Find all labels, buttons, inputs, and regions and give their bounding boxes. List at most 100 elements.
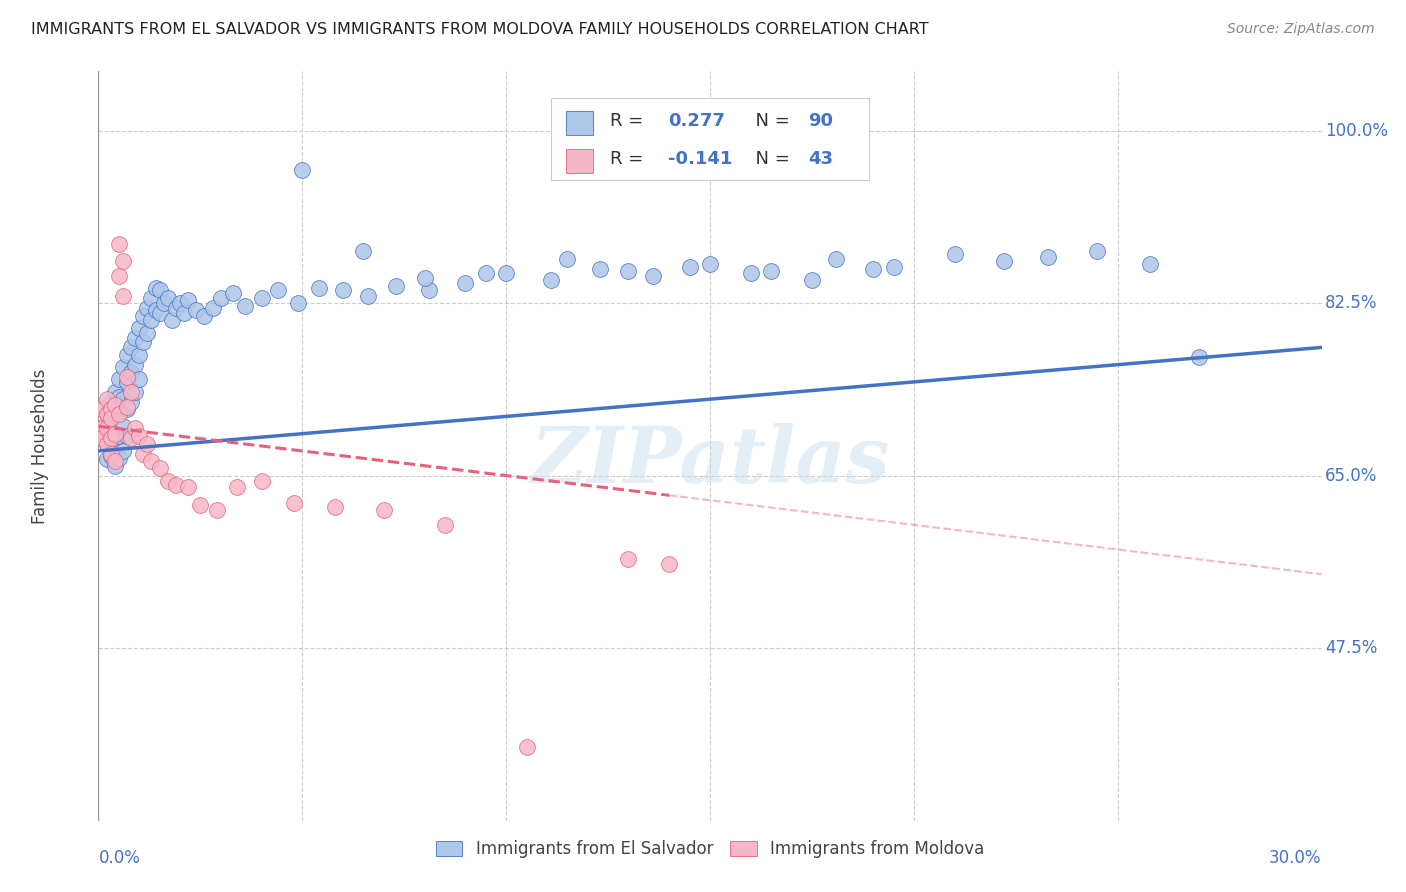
Point — [177, 480, 200, 494]
Point — [308, 281, 330, 295]
Point — [128, 320, 150, 334]
Point — [283, 496, 305, 510]
Point — [104, 400, 127, 414]
Point — [108, 390, 131, 404]
Point — [679, 260, 702, 274]
Point — [434, 517, 457, 532]
Point — [141, 291, 163, 305]
Point — [104, 384, 127, 399]
Point — [169, 296, 191, 310]
Point — [96, 408, 118, 422]
Text: 90: 90 — [808, 112, 832, 129]
Point — [373, 503, 395, 517]
Point — [413, 271, 436, 285]
Point — [100, 449, 122, 463]
Point — [993, 253, 1015, 268]
Point — [617, 263, 640, 277]
Point — [141, 313, 163, 327]
Point — [186, 302, 208, 317]
Point — [152, 296, 174, 310]
Text: -0.141: -0.141 — [668, 151, 733, 169]
Point — [1085, 244, 1108, 258]
Point — [418, 283, 440, 297]
Point — [120, 365, 142, 379]
Text: N =: N = — [744, 112, 796, 129]
Point — [108, 404, 131, 418]
Point — [111, 392, 134, 406]
Point — [801, 273, 824, 287]
Point — [132, 447, 155, 461]
Point — [128, 372, 150, 386]
Text: ZIPatlas: ZIPatlas — [530, 423, 890, 500]
Point — [287, 296, 309, 310]
Point — [96, 437, 118, 451]
Point — [124, 330, 146, 344]
Point — [104, 427, 127, 442]
Point — [124, 358, 146, 372]
Point — [100, 409, 122, 424]
Point — [96, 408, 118, 422]
Point — [641, 269, 664, 284]
Point — [136, 326, 159, 340]
Point — [740, 267, 762, 281]
Point — [474, 267, 498, 281]
Point — [100, 401, 122, 416]
Point — [1139, 257, 1161, 271]
FancyBboxPatch shape — [565, 111, 592, 135]
Text: R =: R = — [610, 151, 648, 169]
Point — [124, 421, 146, 435]
FancyBboxPatch shape — [565, 150, 592, 173]
Point — [96, 437, 118, 451]
Point — [108, 408, 131, 422]
Point — [658, 558, 681, 572]
Point — [120, 384, 142, 399]
Point — [699, 257, 721, 271]
Text: 0.277: 0.277 — [668, 112, 725, 129]
Point — [226, 480, 249, 494]
Point — [617, 552, 640, 566]
Point — [100, 447, 122, 461]
Text: IMMIGRANTS FROM EL SALVADOR VS IMMIGRANTS FROM MOLDOVA FAMILY HOUSEHOLDS CORRELA: IMMIGRANTS FROM EL SALVADOR VS IMMIGRANT… — [31, 22, 928, 37]
Point — [136, 301, 159, 315]
Point — [100, 394, 122, 409]
Point — [111, 444, 134, 458]
Point — [495, 267, 517, 281]
Point — [555, 252, 579, 266]
Point — [108, 372, 131, 386]
Point — [149, 460, 172, 475]
Point — [267, 283, 290, 297]
Point — [1038, 250, 1060, 264]
Point — [104, 458, 127, 473]
Point — [165, 478, 187, 492]
Text: 43: 43 — [808, 151, 832, 169]
Point — [111, 419, 134, 434]
Point — [222, 286, 245, 301]
Point — [516, 739, 538, 754]
Point — [201, 301, 224, 315]
Point — [883, 260, 905, 274]
Point — [943, 246, 966, 260]
Point — [91, 421, 114, 435]
Point — [100, 424, 122, 438]
Text: 47.5%: 47.5% — [1326, 639, 1378, 657]
Point — [128, 429, 150, 443]
Point — [323, 500, 346, 515]
Point — [115, 401, 138, 416]
Text: N =: N = — [744, 151, 796, 169]
Point — [132, 309, 155, 323]
Point — [193, 309, 215, 323]
FancyBboxPatch shape — [551, 97, 869, 180]
Point — [120, 431, 142, 445]
Point — [250, 474, 273, 488]
Point — [540, 273, 562, 287]
Point — [188, 498, 212, 512]
Point — [104, 398, 127, 412]
Text: 30.0%: 30.0% — [1270, 849, 1322, 867]
Point — [156, 474, 179, 488]
Point — [100, 431, 122, 445]
Text: Family Households: Family Households — [31, 368, 49, 524]
Point — [156, 291, 179, 305]
Point — [100, 411, 122, 425]
Point — [385, 279, 408, 293]
Point — [115, 348, 138, 362]
